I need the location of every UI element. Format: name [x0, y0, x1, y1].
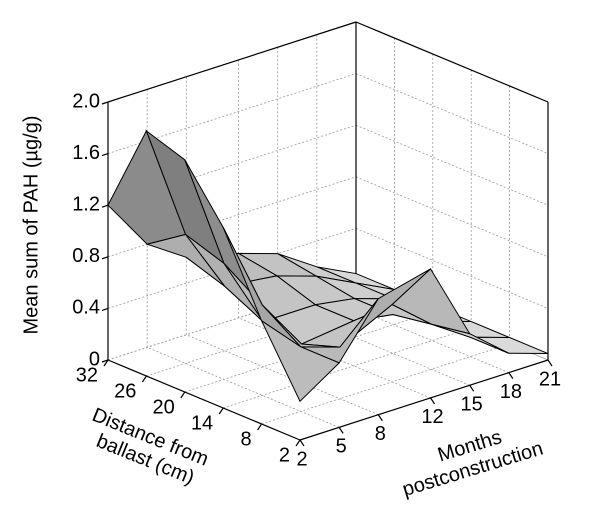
- z-tick-label: 1.6: [72, 142, 100, 164]
- x-tick-label: 26: [114, 380, 136, 402]
- grid-line: [107, 228, 357, 309]
- z-tick: [101, 256, 109, 260]
- axis-edge: [355, 21, 549, 103]
- y-tick-label: 12: [421, 406, 443, 428]
- y-tick-label: 2: [296, 448, 307, 470]
- z-tick-label: 1.2: [72, 193, 100, 215]
- x-tick: [141, 375, 147, 383]
- z-tick-label: 2.0: [72, 90, 100, 112]
- z-tick: [101, 359, 109, 363]
- surface-patch: [260, 319, 341, 403]
- x-tick: [257, 423, 263, 431]
- grid-line: [355, 228, 549, 309]
- y-tick: [430, 397, 436, 405]
- grid-line: [355, 73, 549, 154]
- axis-edge: [107, 359, 301, 441]
- grid-line: [107, 124, 357, 206]
- y-tick: [508, 372, 514, 379]
- y-tick: [377, 414, 383, 422]
- y-tick-label: 21: [539, 368, 561, 390]
- surface-patch: [391, 268, 471, 335]
- z-tick-label: 0.8: [72, 245, 100, 267]
- x-tick-label: 20: [153, 396, 175, 418]
- y-tick-label: 8: [375, 423, 386, 445]
- z-tick: [101, 204, 109, 208]
- z-tick-label: 0: [89, 348, 100, 370]
- x-tick: [218, 407, 224, 415]
- y-tick: [338, 427, 344, 434]
- grid-line: [223, 327, 472, 409]
- y-tick-label: 18: [500, 381, 522, 403]
- y-tick-label: 15: [461, 394, 483, 416]
- axis-edge: [107, 21, 357, 103]
- y-tick: [469, 384, 475, 392]
- grid-line: [186, 334, 379, 416]
- x-tick: [295, 439, 301, 447]
- y-tick-label: 5: [336, 436, 347, 458]
- z-axis-label: Mean sum of PAH (µg/g): [20, 115, 42, 334]
- x-tick-label: 32: [76, 364, 98, 386]
- x-tick: [103, 359, 109, 367]
- grid-line: [261, 343, 510, 425]
- y-tick: [299, 439, 305, 447]
- y-tick: [547, 359, 553, 367]
- z-tick-label: 0.4: [72, 297, 100, 319]
- grid-line: [107, 176, 357, 258]
- x-tick-label: 14: [191, 412, 213, 434]
- z-tick: [101, 153, 109, 157]
- grid-line: [355, 124, 549, 206]
- grid-line: [147, 346, 340, 428]
- grid-line: [184, 311, 433, 393]
- grid-line: [107, 73, 357, 154]
- x-tick: [180, 391, 186, 399]
- axis-edge: [299, 359, 549, 441]
- grid-line: [355, 176, 549, 258]
- z-tick: [101, 101, 109, 105]
- x-tick-label: 8: [240, 428, 251, 450]
- z-tick: [101, 307, 109, 311]
- x-tick-label: 2: [279, 444, 290, 466]
